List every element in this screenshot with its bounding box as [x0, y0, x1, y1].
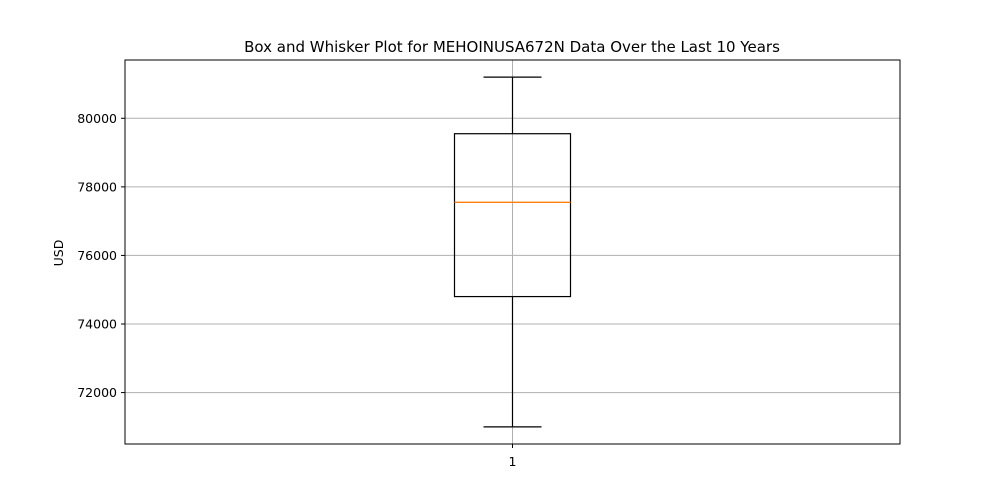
axes-layer: 72000 74000 76000 78000 80000 1 — [77, 111, 516, 469]
chart-title: Box and Whisker Plot for MEHOINUSA672N D… — [244, 38, 780, 56]
marks-layer — [453, 76, 572, 428]
y-axis-label: USD — [51, 240, 66, 267]
y-tick-label: 80000 — [77, 111, 117, 126]
x-tick-label: 1 — [509, 454, 517, 469]
y-tick-label: 76000 — [77, 248, 117, 263]
y-tick-label: 74000 — [77, 317, 117, 332]
y-tick-label: 78000 — [77, 179, 117, 194]
y-tick-label: 72000 — [77, 385, 117, 400]
box-iqr — [453, 133, 572, 298]
